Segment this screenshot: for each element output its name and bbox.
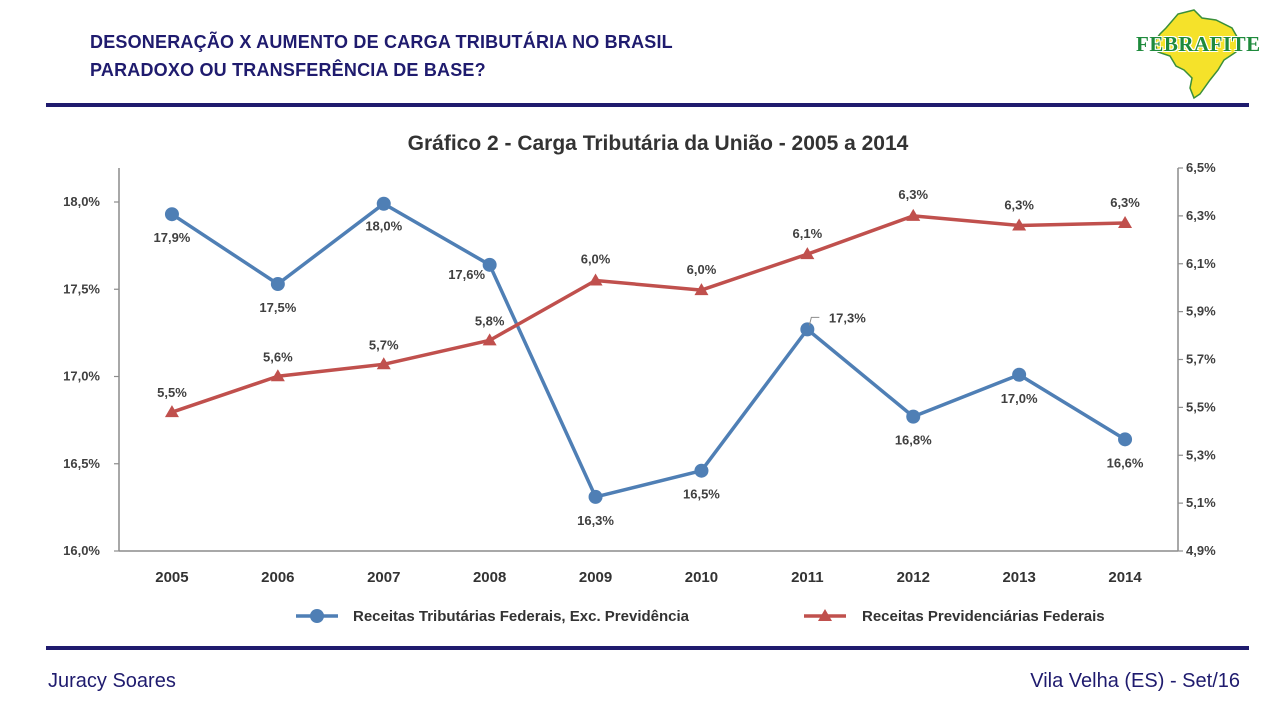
data-label-previdenciarias: 6,3% [1110,195,1140,210]
data-point-tributarias [1012,367,1027,382]
data-point-previdenciarias [164,405,179,418]
slide-title: DESONERAÇÃO X AUMENTO DE CARGA TRIBUTÁRI… [90,28,673,84]
data-label-previdenciarias: 6,3% [1004,197,1034,212]
data-point-previdenciarias [800,247,815,260]
data-point-tributarias [482,257,497,272]
x-tick-label: 2007 [367,569,400,586]
data-label-tributarias: 16,3% [577,513,614,528]
chart-legend: Receitas Tributárias Federais, Exc. Prev… [296,608,1105,625]
left-tick-label: 16,0% [63,543,100,558]
data-label-previdenciarias: 6,3% [898,187,928,202]
right-tick-label: 5,9% [1186,304,1216,319]
data-label-previdenciarias: 6,0% [581,252,611,267]
data-label-tributarias: 17,6% [448,267,485,282]
legend-tributarias-marker [310,609,324,623]
data-point-previdenciarias [376,357,391,370]
right-tick-label: 6,5% [1186,160,1216,175]
data-label-previdenciarias: 5,6% [263,349,293,364]
footer-author: Juracy Soares [48,670,176,692]
data-label-tributarias: 16,6% [1107,455,1144,470]
data-point-tributarias [906,409,921,424]
left-tick-label: 18,0% [63,194,100,209]
legend-previdenciarias-marker [818,609,832,621]
data-point-tributarias [1118,432,1133,447]
data-point-previdenciarias [270,369,285,382]
data-point-tributarias [270,277,285,292]
right-tick-label: 5,1% [1186,495,1216,510]
logo-text: FEBRAFITE [1136,32,1261,56]
x-tick-label: 2012 [897,569,930,586]
right-tick-label: 5,7% [1186,352,1216,367]
data-point-tributarias [694,463,709,478]
right-tick-label: 5,3% [1186,447,1216,462]
right-tick-label: 6,3% [1186,208,1216,223]
data-point-tributarias [800,322,815,337]
x-tick-label: 2009 [579,569,612,586]
data-label-previdenciarias: 5,7% [369,337,399,352]
left-tick-label: 16,5% [63,456,100,471]
data-point-previdenciarias [694,283,709,296]
data-point-tributarias [376,196,391,211]
x-tick-label: 2013 [1002,569,1035,586]
febrafite-logo: FEBRAFITE [1136,8,1261,100]
slide-title-line1: DESONERAÇÃO X AUMENTO DE CARGA TRIBUTÁRI… [90,32,673,52]
data-label-tributarias: 16,8% [895,433,932,448]
chart-series: 17,9% 17,5% 18,0% 17,6% 16,3% 16,5% 17,3% 16,8%… [154,187,1144,528]
left-tick-label: 17,0% [63,369,100,384]
line-chart: Gráfico 2 - Carga Tributária da União - … [63,132,1216,625]
chart-title: Gráfico 2 - Carga Tributária da União - … [408,132,909,155]
series-previdenciarias-line [171,214,1126,414]
data-point-tributarias [588,489,603,504]
x-tick-label: 2008 [473,569,506,586]
data-label-previdenciarias: 5,5% [157,385,187,400]
data-label-tributarias: 18,0% [365,219,402,234]
data-label-leader-line [808,316,820,326]
data-label-tributarias: 17,5% [259,300,296,315]
data-point-previdenciarias [1118,216,1133,229]
x-tick-label: 2005 [155,569,188,586]
footer-location-date: Vila Velha (ES) - Set/16 [1030,670,1240,692]
data-label-tributarias: 17,0% [1001,391,1038,406]
x-tick-label: 2014 [1108,569,1142,586]
data-point-previdenciarias [1012,218,1027,231]
data-point-previdenciarias [482,333,497,346]
x-tick-label: 2010 [685,569,718,586]
right-tick-label: 4,9% [1186,543,1216,558]
slide-title-line2: PARADOXO OU TRANSFERÊNCIA DE BASE? [90,60,486,80]
x-tick-label: 2011 [791,569,824,586]
right-tick-label: 5,5% [1186,399,1216,414]
x-tick-label: 2006 [261,569,294,586]
legend-previdenciarias-label: Receitas Previdenciárias Federais [862,608,1105,625]
data-label-previdenciarias: 5,8% [475,313,505,328]
data-label-tributarias: 16,5% [683,487,720,502]
legend-tributarias-label: Receitas Tributárias Federais, Exc. Prev… [353,608,690,625]
series-tributarias-line [170,201,1126,499]
data-point-previdenciarias [906,208,921,221]
brazil-map-icon [1153,9,1241,100]
data-point-previdenciarias [588,273,603,286]
data-label-tributarias: 17,9% [154,230,191,245]
data-label-tributarias: 17,3% [829,310,866,325]
left-tick-label: 17,5% [63,281,100,296]
data-label-previdenciarias: 6,1% [793,226,823,241]
chart-axes: 16,0% 16,5% 17,0% 17,5% 18,0% 4,9% 5,1% 5,3% 5,5… [63,160,1216,586]
data-point-tributarias [164,207,179,222]
footer-divider [46,646,1249,650]
header-divider [46,103,1249,107]
right-tick-label: 6,1% [1186,256,1216,271]
data-label-previdenciarias: 6,0% [687,262,717,277]
